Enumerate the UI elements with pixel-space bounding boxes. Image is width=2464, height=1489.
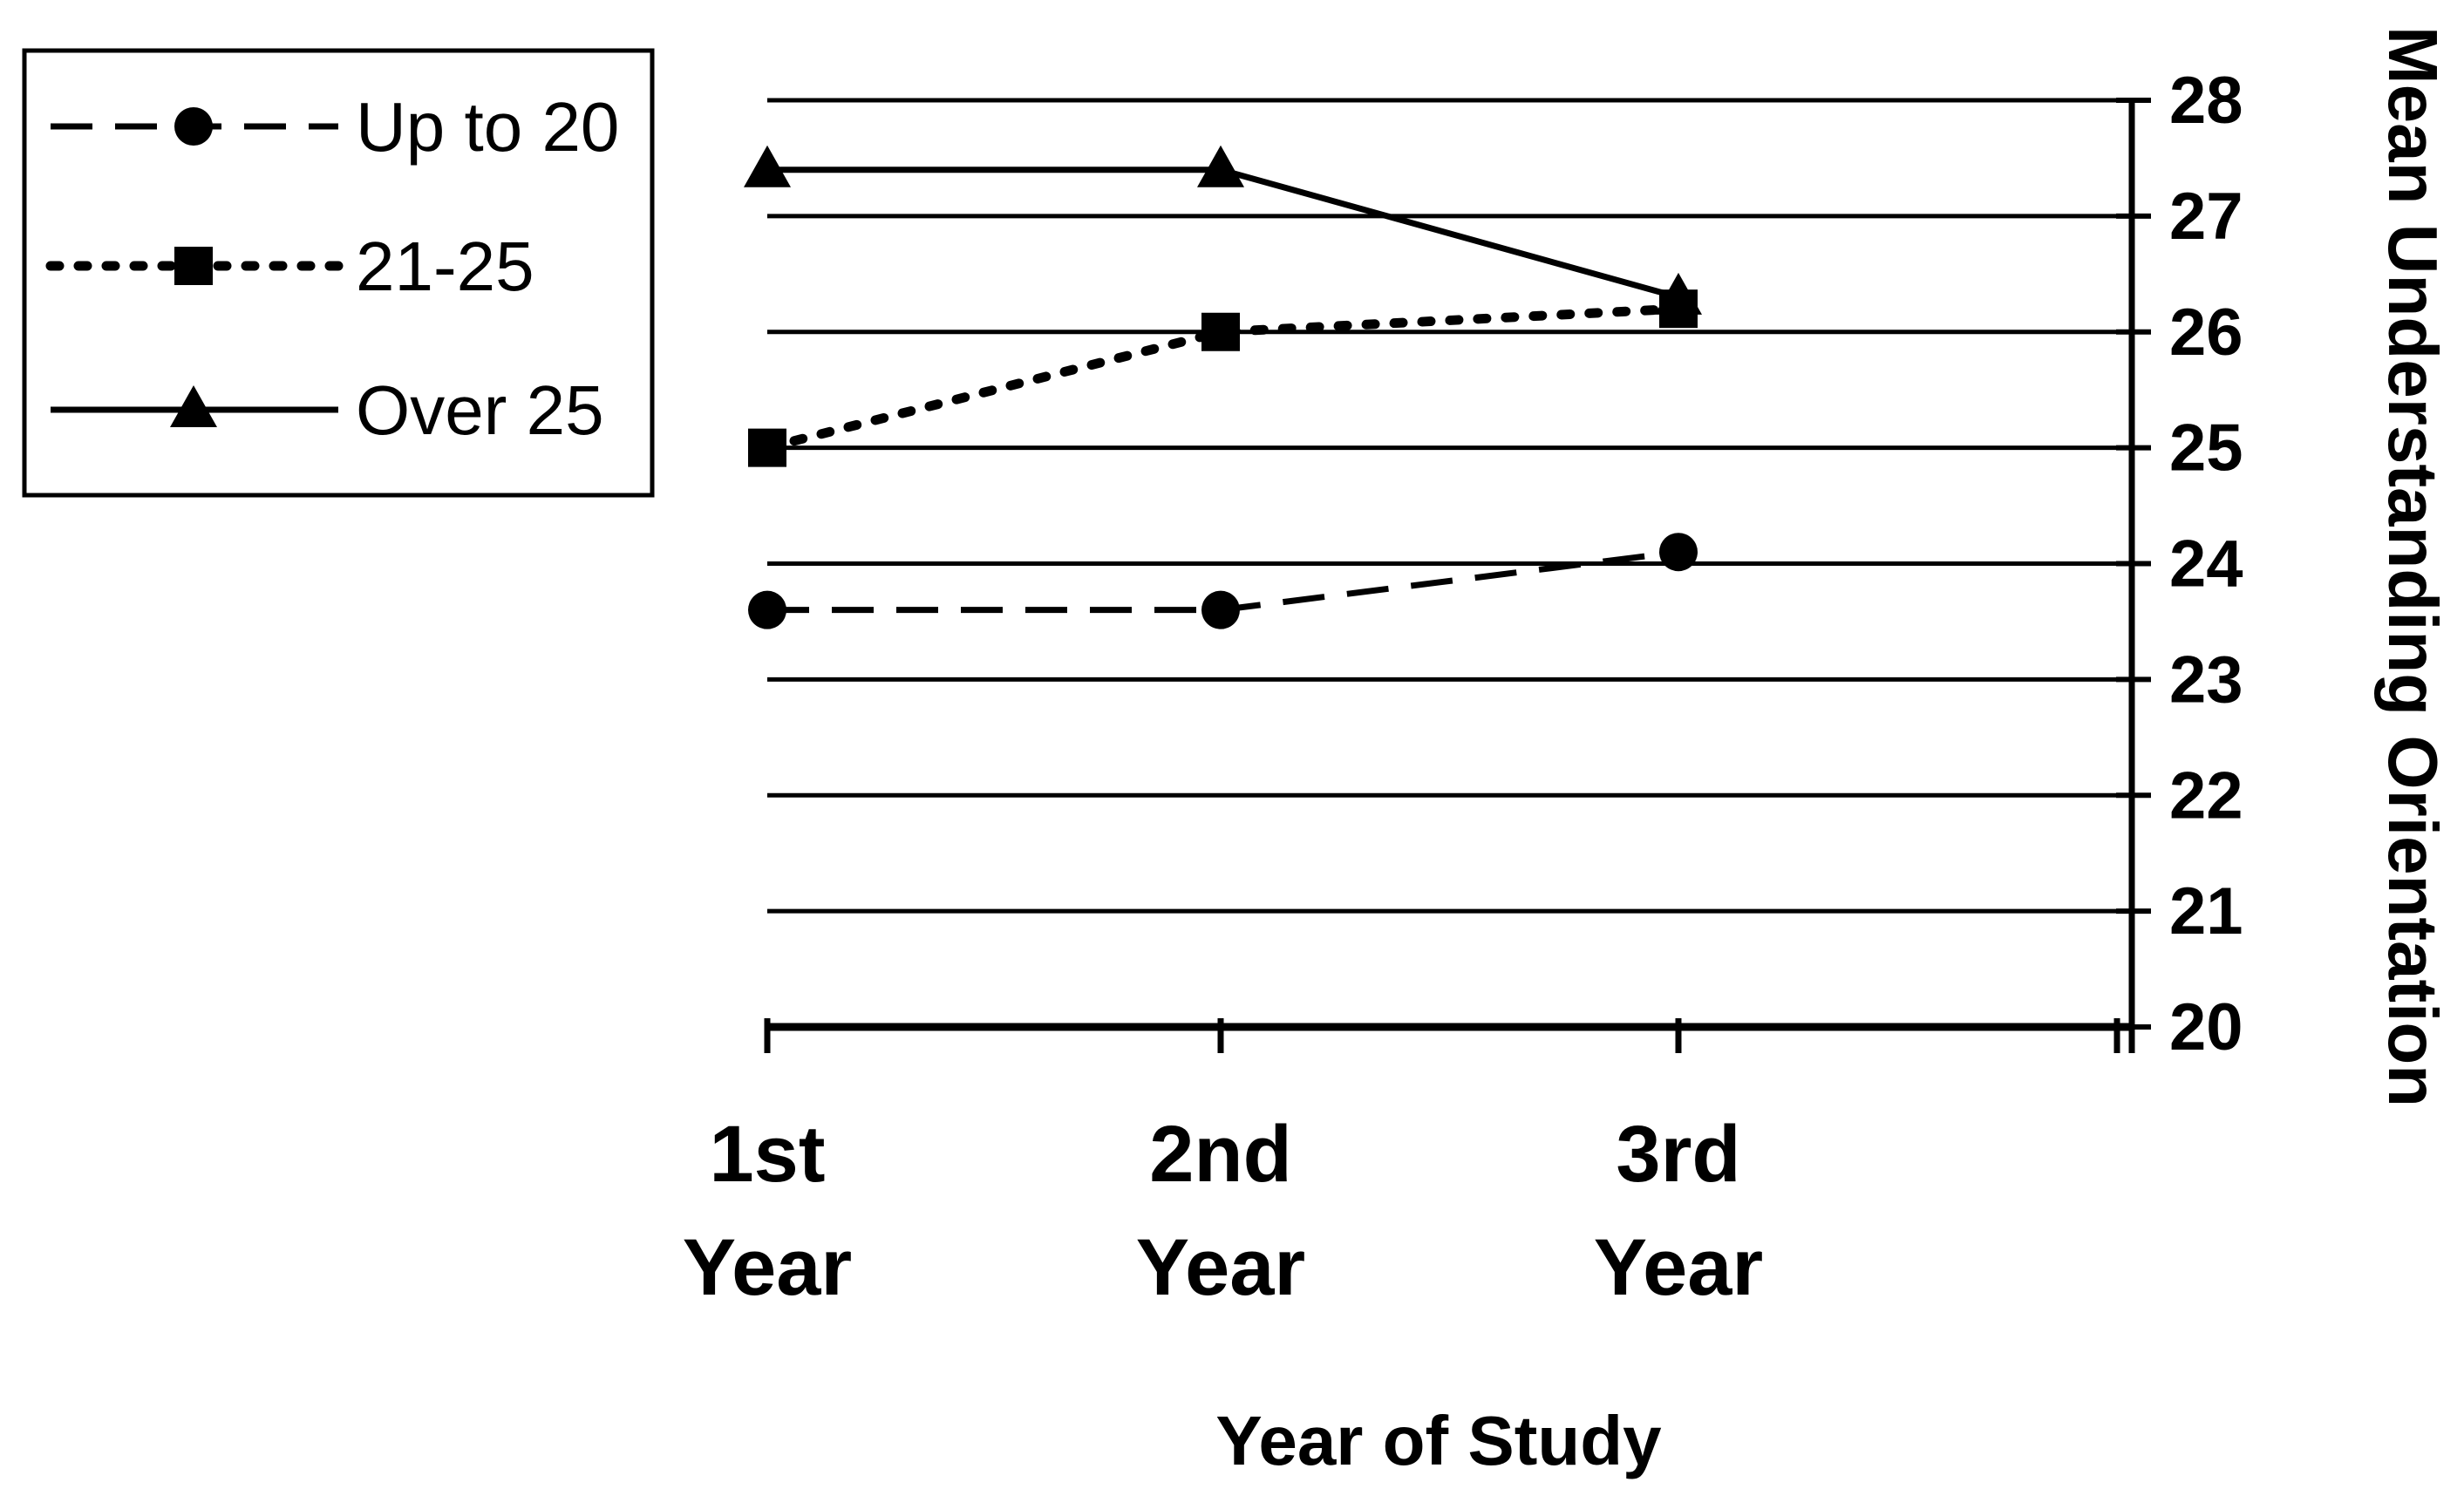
legend-label-2: Over 25 [356,371,604,449]
legend-marker-1 [174,247,213,285]
marker-triangle-2-2 [1655,272,1702,315]
marker-circle-0-1 [1201,590,1240,629]
x-tick-label-0-0: 1st [710,1110,826,1199]
y-tick-label-20: 20 [2169,990,2243,1064]
series-lines [762,167,1684,614]
marker-circle-0-0 [748,590,786,629]
marker-square-1-1 [1201,312,1240,351]
y-tick-labels: 20 21 22 23 24 25 26 27 28 [2169,64,2243,1064]
x-axis-title: Year of Study [1215,1402,1662,1479]
y-axis-title: Mean Understanding Orientation [2374,26,2452,1107]
legend-marker-2 [170,385,217,427]
gridlines [767,98,2132,1031]
series-markers [744,145,1702,629]
marker-triangle-2-0 [744,145,791,187]
x-tick-label-1-0: 2nd [1149,1110,1292,1199]
y-tick-label-21: 21 [2169,874,2243,948]
x-tick-label-0-1: Year [683,1223,852,1312]
legend-label-0: Up to 20 [356,88,619,166]
marker-triangle-2-1 [1197,145,1244,187]
y-tick-label-27: 27 [2169,180,2243,254]
y-tick-label-28: 28 [2169,64,2243,138]
x-tick-label-2-1: Year [1594,1223,1763,1312]
legend-marker-0 [174,107,213,146]
axes [764,98,2151,1053]
y-tick-label-25: 25 [2169,411,2243,486]
x-tick-labels: 1st Year 2nd Year 3rd Year [683,1110,1763,1312]
y-tick-label-24: 24 [2169,527,2243,602]
x-tick-label-1-1: Year [1136,1223,1305,1312]
series-line-2 [767,167,1679,301]
marker-circle-0-2 [1659,533,1698,572]
legend-label-1: 21-25 [356,228,534,305]
y-tick-label-23: 23 [2169,643,2243,717]
y-tick-label-26: 26 [2169,296,2243,370]
legend: Up to 20 21-25 Over 25 [22,48,655,498]
y-tick-label-22: 22 [2169,758,2243,833]
marker-square-1-0 [748,428,786,467]
x-tick-label-2-0: 3rd [1616,1110,1740,1199]
